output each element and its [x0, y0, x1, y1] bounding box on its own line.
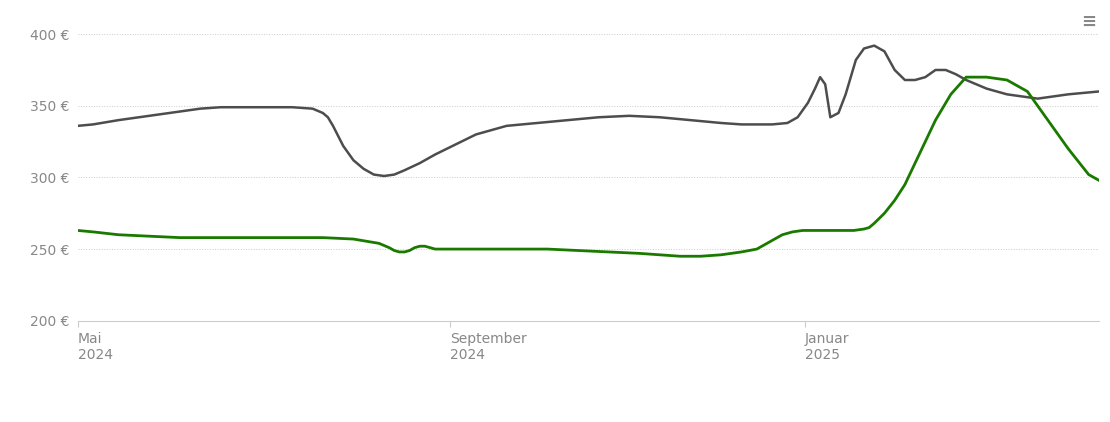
Legend: lose Ware, Sackware: lose Ware, Sackware — [460, 418, 717, 422]
Text: ≡: ≡ — [1081, 13, 1097, 31]
